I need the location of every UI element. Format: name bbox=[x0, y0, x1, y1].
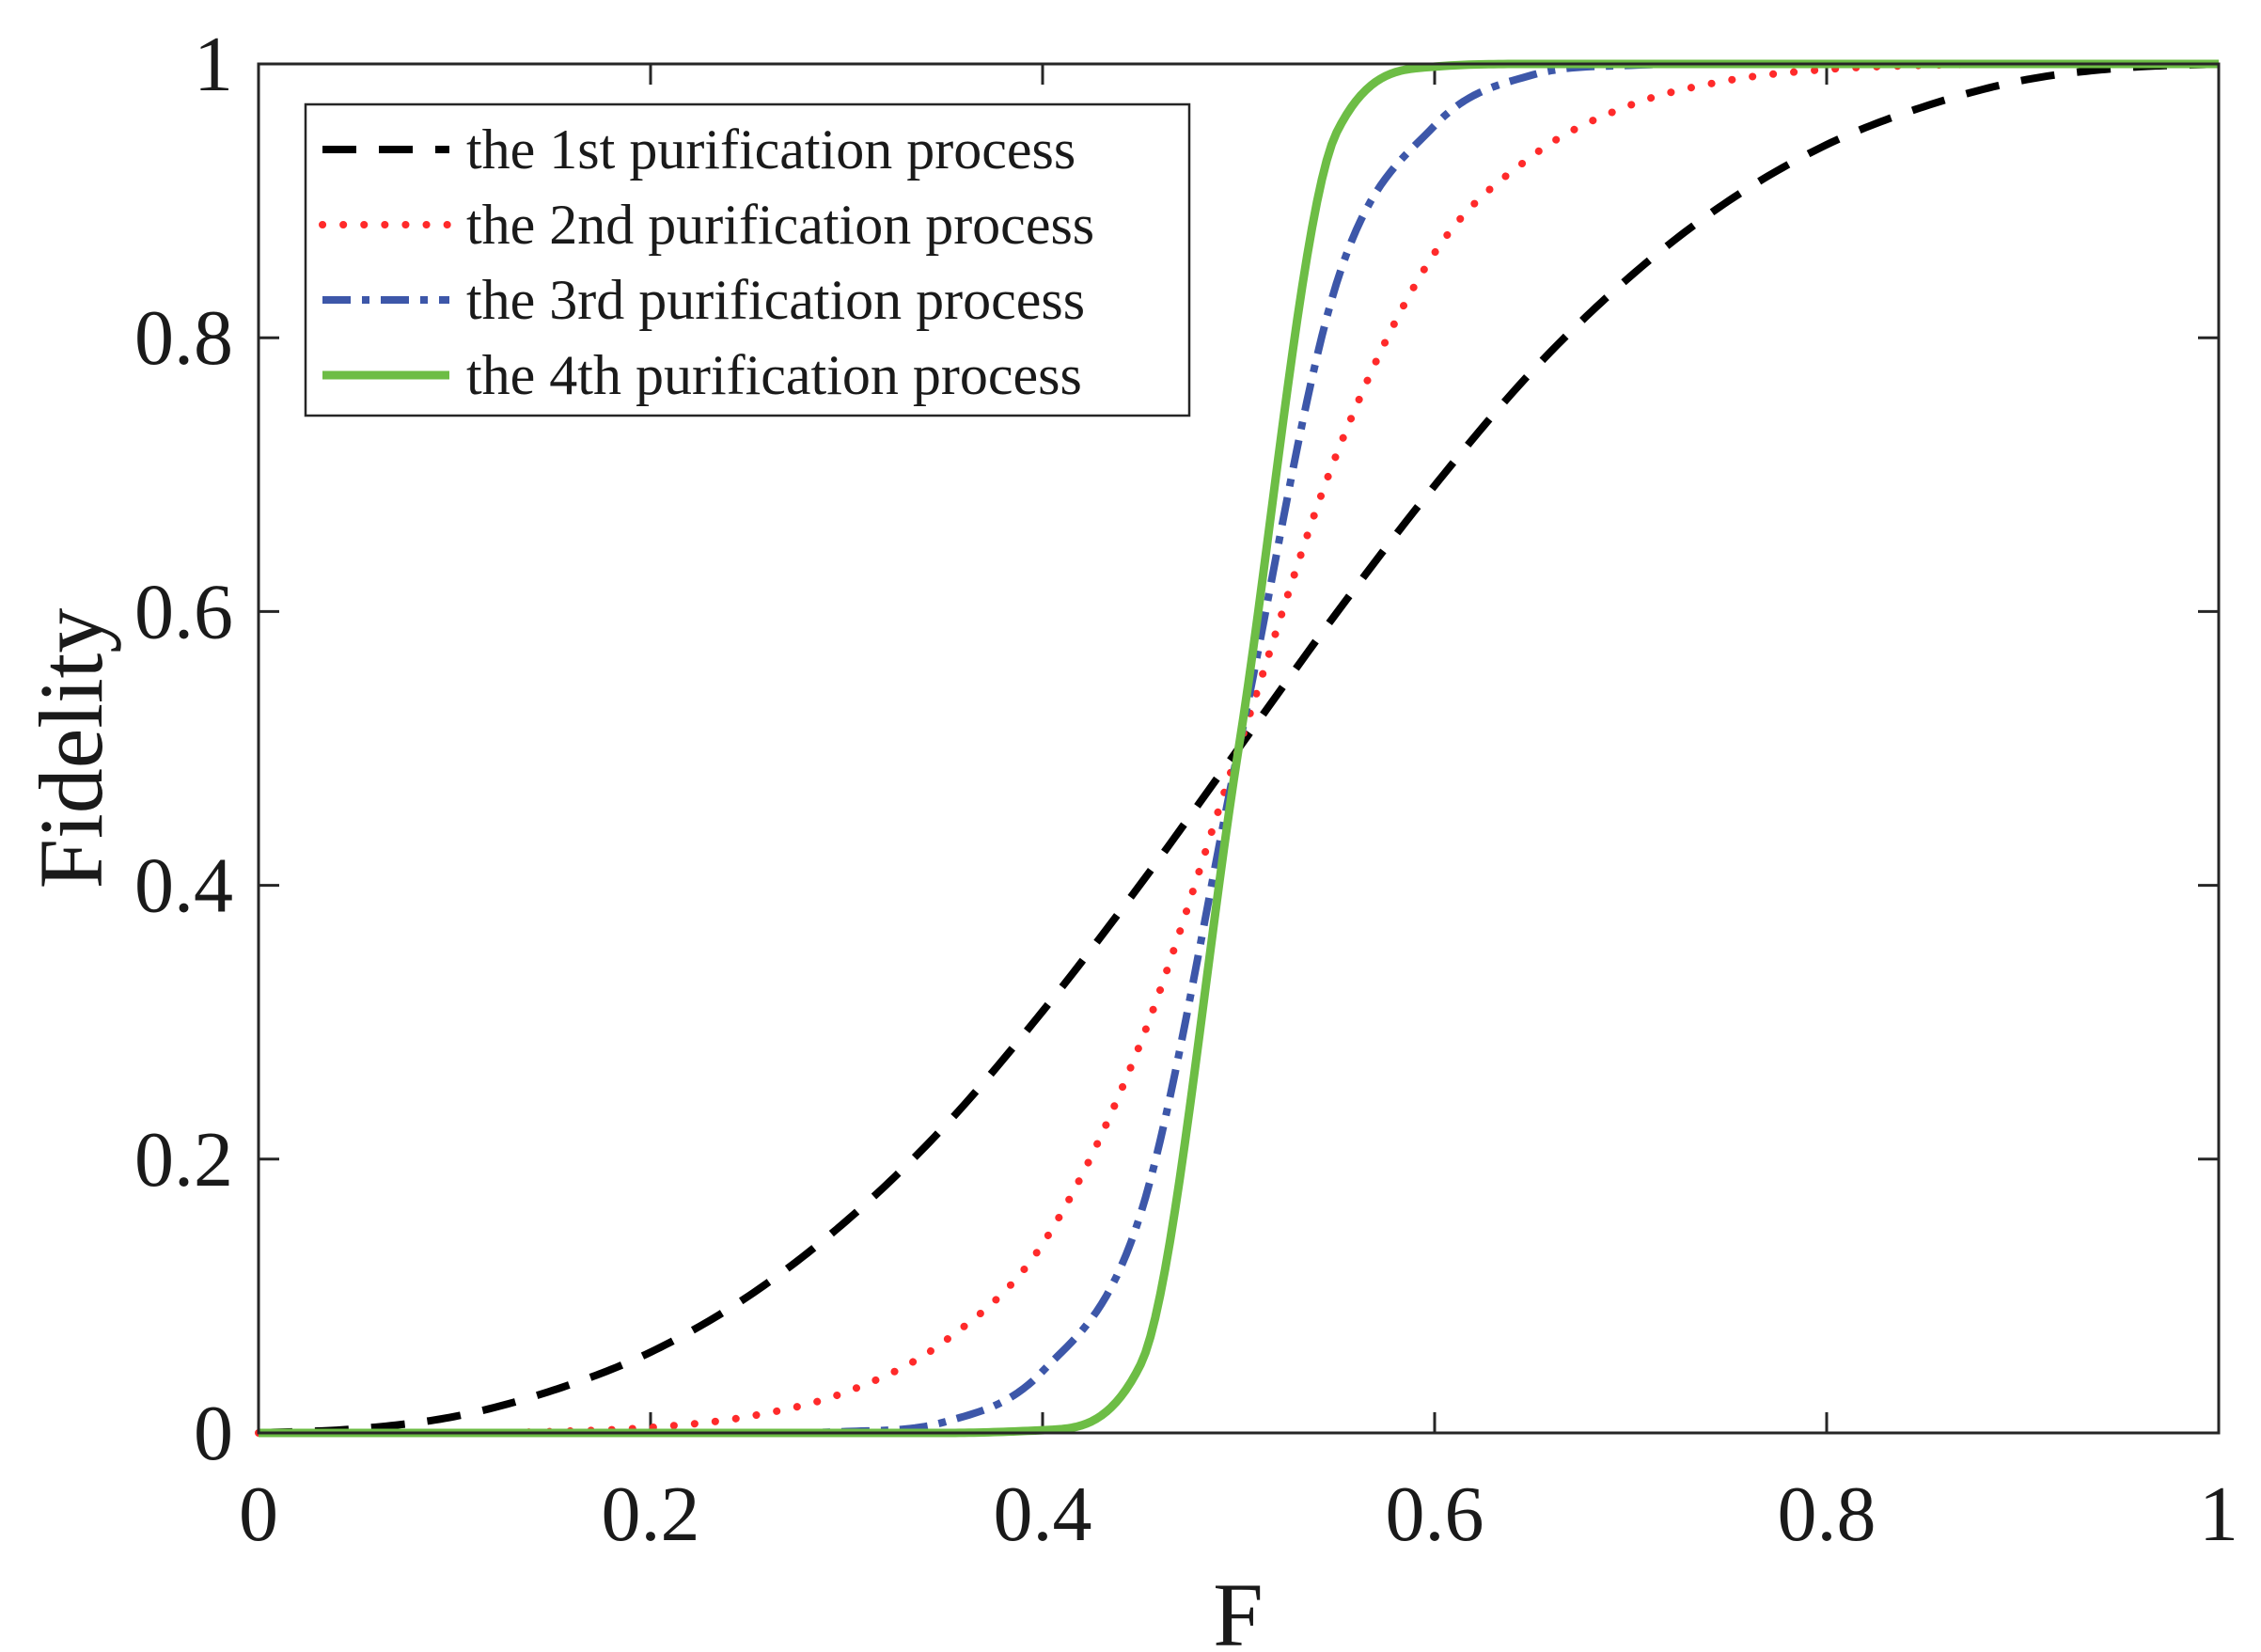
y-tick-label-0: 0 bbox=[194, 1390, 233, 1477]
legend-box bbox=[304, 102, 1191, 417]
tick-labels: 0 0.2 0.4 0.6 0.8 1 0 0.2 0.4 0.6 0.8 1 bbox=[134, 21, 2238, 1558]
x-tick-label-3: 0.6 bbox=[1386, 1471, 1484, 1558]
legend-label-4: the 4th purification process bbox=[466, 344, 1082, 406]
x-tick-label-1: 0.2 bbox=[602, 1471, 700, 1558]
y-tick-label-5: 1 bbox=[194, 21, 233, 108]
y-tick-label-4: 0.8 bbox=[134, 294, 233, 382]
plot-frame bbox=[257, 62, 2221, 1435]
x-tick-label-0: 0 bbox=[239, 1471, 278, 1558]
legend: the 1st purification process the 2nd puri… bbox=[304, 102, 1191, 417]
legend-label-1: the 1st purification process bbox=[466, 118, 1076, 181]
x-tick-label-5: 1 bbox=[2199, 1471, 2238, 1558]
x-axis-label: F bbox=[1213, 1565, 1263, 1652]
y-tick-label-1: 0.2 bbox=[134, 1116, 233, 1204]
y-tick-label-3: 0.6 bbox=[134, 568, 233, 655]
legend-label-2: the 2nd purification process bbox=[466, 194, 1094, 256]
y-tick-label-2: 0.4 bbox=[134, 842, 233, 930]
x-tick-label-4: 0.8 bbox=[1778, 1471, 1876, 1558]
y-axis-label: Fidelity bbox=[21, 608, 121, 889]
legend-label-3: the 3rd purification process bbox=[466, 269, 1085, 331]
x-tick-label-2: 0.4 bbox=[994, 1471, 1092, 1558]
